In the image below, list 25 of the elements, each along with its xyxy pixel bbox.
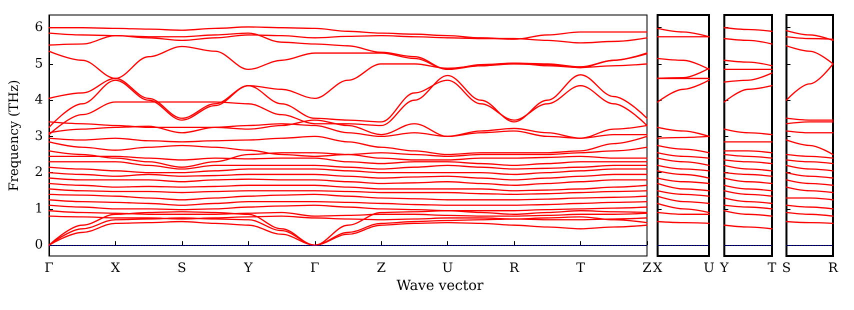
x-tick-label: Y	[243, 261, 254, 276]
x-tick-label: R	[828, 261, 840, 276]
y-tick-label: 3	[34, 128, 43, 144]
x-tick-label: X	[652, 261, 663, 276]
x-tick-label: R	[509, 261, 520, 276]
y-axis-title: Frequency (THz)	[7, 80, 22, 192]
x-tick-label: X	[110, 261, 121, 276]
y-tick-label: 2	[34, 165, 43, 180]
y-tick-label: 0	[34, 238, 43, 253]
y-tick-label: 5	[34, 56, 43, 72]
x-tick-label: U	[704, 261, 715, 276]
x-tick-label: Y	[718, 261, 729, 276]
x-tick-label: Γ	[44, 261, 54, 276]
x-tick-label: T	[768, 261, 777, 276]
x-tick-label: Γ	[310, 261, 320, 276]
x-tick-label: S	[177, 261, 186, 276]
x-tick-label: Z	[376, 261, 386, 276]
x-tick-label: Z	[642, 261, 652, 276]
x-tick-label: T	[576, 261, 586, 276]
x-tick-label: S	[782, 261, 791, 276]
y-tick-label: 4	[34, 92, 43, 108]
y-tick-label: 1	[34, 201, 43, 216]
x-tick-label: U	[442, 261, 454, 276]
x-axis-title: Wave vector	[396, 278, 484, 294]
y-tick-label: 6	[34, 20, 43, 36]
